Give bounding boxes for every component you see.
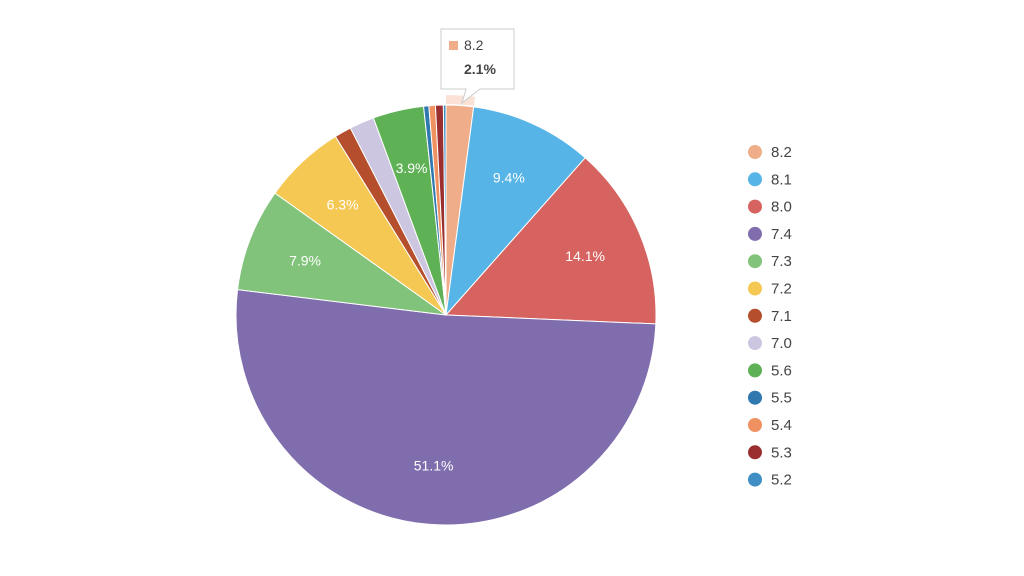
slice-label-8-0: 14.1% (565, 248, 605, 264)
slice-label-8-1: 9.4% (493, 169, 525, 185)
legend-label-5-6[interactable]: 5.6 (771, 362, 792, 379)
legend-label-7-2[interactable]: 7.2 (771, 281, 792, 298)
legend: 8.2 8.1 8.0 7.4 7.3 7.2 7.1 7.0 5.6 5.5 5.4 5.3 5.2 (748, 144, 792, 489)
legend-marker-8-1[interactable] (748, 172, 762, 187)
legend-marker-5-6[interactable] (748, 363, 762, 378)
legend-marker-5-4[interactable] (748, 418, 762, 432)
legend-label-7-4[interactable]: 7.4 (771, 226, 792, 243)
legend-label-7-3[interactable]: 7.3 (771, 253, 792, 270)
pie-labels: 9.4% 14.1% 51.1% 7.9% 6.3% 3.9% (289, 160, 605, 474)
legend-label-5-5[interactable]: 5.5 (771, 390, 792, 407)
legend-marker-7-2[interactable] (748, 281, 762, 296)
tooltip-swatch (449, 41, 458, 50)
legend-label-7-0[interactable]: 7.0 (771, 335, 792, 352)
legend-marker-8-2[interactable] (748, 145, 762, 159)
slice-label-7-3: 7.9% (289, 252, 321, 268)
legend-marker-5-2[interactable] (748, 472, 762, 487)
slice-label-7-2: 6.3% (327, 197, 359, 213)
slice-label-7-4: 51.1% (414, 458, 454, 474)
legend-marker-5-3[interactable] (748, 445, 762, 460)
legend-label-8-0[interactable]: 8.0 (771, 199, 792, 216)
legend-marker-7-1[interactable] (748, 308, 762, 323)
legend-label-8-1[interactable]: 8.1 (771, 171, 792, 188)
pie-slice-7-4[interactable] (235, 289, 657, 526)
legend-marker-7-0[interactable] (748, 336, 762, 351)
pie-slice-5-2[interactable] (442, 104, 447, 316)
pie-slices (235, 95, 657, 526)
legend-label-8-2[interactable]: 8.2 (771, 144, 792, 161)
pie-slice-7-3[interactable] (236, 192, 447, 316)
legend-marker-7-4[interactable] (748, 226, 762, 241)
tooltip: 8.2 2.1% (440, 28, 515, 105)
slice-label-5-6: 3.9% (396, 160, 428, 176)
tooltip-series-name: 8.2 (464, 37, 484, 53)
legend-marker-8-0[interactable] (748, 199, 762, 214)
legend-label-5-4[interactable]: 5.4 (771, 417, 792, 434)
tooltip-box (440, 28, 515, 105)
legend-label-7-1[interactable]: 7.1 (771, 308, 792, 325)
pie-slice-8-1[interactable] (445, 106, 586, 317)
legend-label-5-2[interactable]: 5.2 (771, 472, 792, 489)
tooltip-value: 2.1% (464, 61, 496, 77)
legend-marker-7-3[interactable] (748, 254, 762, 269)
legend-label-5-3[interactable]: 5.3 (771, 444, 792, 461)
legend-marker-5-5[interactable] (748, 390, 762, 405)
pie-slice-8-0[interactable] (444, 157, 657, 325)
